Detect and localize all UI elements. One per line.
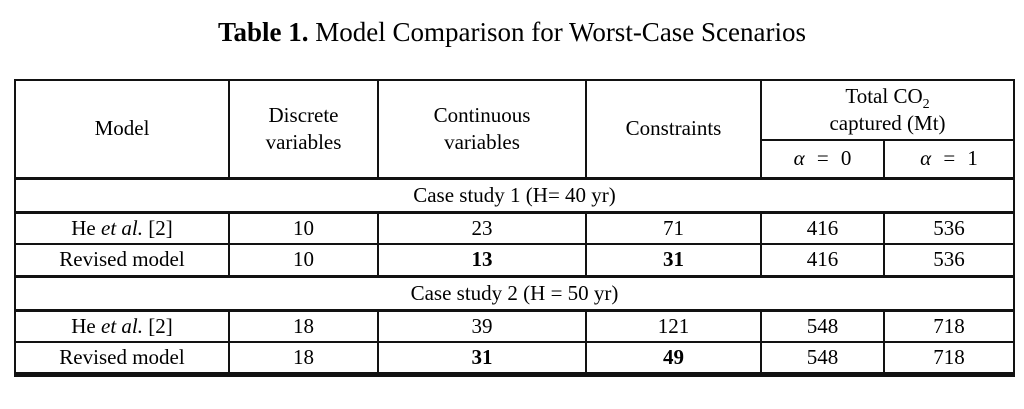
- model-name-citation: [2]: [143, 313, 173, 338]
- header-total-co2-text: Total CO: [845, 84, 923, 108]
- model-name-prefix: Revised model: [59, 247, 185, 272]
- header-row-2: α = 0 α = 1: [15, 139, 1016, 179]
- cell-model-name: He et al. [2]: [14, 309, 230, 343]
- cell-constraints: 49: [585, 341, 762, 375]
- cell-model-name: Revised model: [14, 243, 230, 277]
- table-row-case1-revised-model: Revised model 10 13 31 416 536: [14, 243, 1016, 277]
- cell-discrete-variables: 18: [228, 309, 379, 343]
- model-name-prefix: Revised model: [59, 344, 185, 369]
- cell-continuous-variables: 31: [377, 341, 587, 375]
- header-discrete-line2: variables: [265, 129, 342, 154]
- cell-alpha0-co2: 416: [760, 211, 885, 245]
- cell-alpha1-co2: 536: [882, 243, 1016, 277]
- header-continuous-line2: variables: [444, 129, 520, 154]
- cell-constraints: 121: [585, 309, 762, 343]
- cell-discrete-variables: 18: [228, 341, 379, 375]
- header-co2-subscript: 2: [922, 97, 930, 113]
- section-label-case-study-2: Case study 2 (H = 50 yr): [13, 274, 1016, 312]
- section-row-case-study-2: Case study 2 (H = 50 yr): [13, 274, 1016, 312]
- cell-constraints: 71: [585, 211, 762, 245]
- table-caption-number: Table 1.: [217, 17, 309, 47]
- header-row-1: Model Discrete variables Continuous vari…: [14, 79, 1016, 179]
- table-caption: Table 1. Model Comparison for Worst-Case…: [0, 16, 1024, 48]
- header-cell-discrete-variables: Discrete variables: [228, 79, 379, 179]
- model-name-prefix: He: [71, 215, 101, 240]
- cell-model-name: He et al. [2]: [14, 211, 230, 245]
- cell-discrete-variables: 10: [228, 243, 379, 277]
- header-cell-continuous-variables: Continuous variables: [377, 79, 587, 179]
- cell-continuous-variables: 23: [377, 211, 587, 245]
- header-cell-constraints: Constraints: [585, 79, 762, 179]
- cell-alpha1-co2: 536: [882, 211, 1016, 245]
- header-cell-model: Model: [14, 79, 230, 179]
- header-cell-alpha-1: α = 1: [882, 139, 1016, 179]
- model-name-citation: [2]: [143, 215, 173, 240]
- model-name-italic: et al.: [101, 313, 143, 338]
- section-row-case-study-1: Case study 1 (H= 40 yr): [13, 176, 1016, 214]
- cell-alpha0-co2: 416: [760, 243, 885, 277]
- table-caption-title: Model Comparison for Worst-Case Scenario…: [308, 17, 807, 47]
- cell-alpha1-co2: 718: [882, 309, 1016, 343]
- table-row-case1-he-et-al: He et al. [2] 10 23 71 416 536: [14, 211, 1016, 245]
- header-total-co2-line2: captured (Mt): [829, 111, 946, 135]
- cell-discrete-variables: 10: [228, 211, 379, 245]
- header-cell-total-co2-captured: Total CO2 captured (Mt): [759, 79, 1016, 141]
- cell-continuous-variables: 13: [377, 243, 587, 277]
- alpha-0-equation: = 0: [804, 146, 852, 171]
- alpha-symbol: α: [920, 146, 932, 171]
- cell-constraints: 31: [585, 243, 762, 277]
- alpha-symbol: α: [793, 146, 805, 171]
- header-cell-alpha-0: α = 0: [760, 139, 885, 179]
- cell-model-name: Revised model: [14, 341, 230, 375]
- cell-alpha1-co2: 718: [882, 341, 1016, 375]
- header-continuous-line1: Continuous: [433, 102, 531, 127]
- model-name-prefix: He: [71, 313, 101, 338]
- alpha-1-equation: = 1: [931, 146, 978, 171]
- cell-alpha0-co2: 548: [760, 341, 885, 375]
- header-total-co2-line1: Total CO2: [764, 83, 1011, 113]
- section-label-case-study-1: Case study 1 (H= 40 yr): [13, 176, 1016, 214]
- model-comparison-table: Model Discrete variables Continuous vari…: [13, 79, 1016, 377]
- table-row-case2-revised-model: Revised model 18 31 49 548 718: [14, 341, 1016, 375]
- cell-alpha0-co2: 548: [760, 309, 885, 343]
- header-discrete-line1: Discrete: [268, 102, 339, 127]
- table-row-case2-he-et-al: He et al. [2] 18 39 121 548 718: [14, 309, 1016, 343]
- cell-continuous-variables: 39: [377, 309, 587, 343]
- model-name-italic: et al.: [101, 215, 143, 240]
